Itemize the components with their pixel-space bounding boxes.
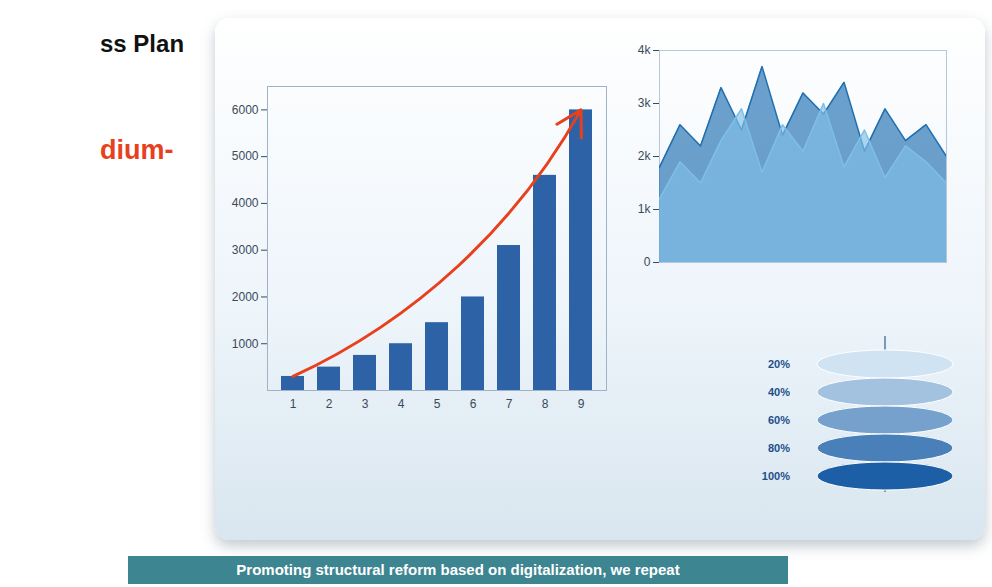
svg-text:6: 6 [470,397,477,411]
svg-text:80%: 80% [768,442,790,454]
svg-text:5: 5 [434,397,441,411]
svg-text:2: 2 [326,397,333,411]
svg-text:3: 3 [362,397,369,411]
svg-text:2k: 2k [638,149,652,163]
svg-text:3000: 3000 [232,243,259,257]
svg-text:6000: 6000 [232,103,259,117]
svg-text:100%: 100% [762,470,790,482]
svg-text:7: 7 [506,397,513,411]
svg-text:4: 4 [398,397,405,411]
svg-text:8: 8 [542,397,549,411]
svg-text:40%: 40% [768,386,790,398]
svg-text:20%: 20% [768,358,790,370]
svg-text:5000: 5000 [232,149,259,163]
html-text:Promoting structural reform ba: Promoting structural reform based on dig… [236,561,680,578]
svg-text:9: 9 [578,397,585,411]
html-text:dium-: dium- [100,135,174,165]
svg-text:1k: 1k [638,202,652,216]
svg-text:0: 0 [644,255,651,269]
html-text:ss Plan: ss Plan [100,30,184,57]
svg-text:60%: 60% [768,414,790,426]
svg-text:1: 1 [290,397,297,411]
svg-text:3k: 3k [638,96,652,110]
svg-text:4000: 4000 [232,196,259,210]
svg-text:2000: 2000 [232,290,259,304]
svg-text:1000: 1000 [232,337,259,351]
svg-text:4k: 4k [638,43,652,57]
